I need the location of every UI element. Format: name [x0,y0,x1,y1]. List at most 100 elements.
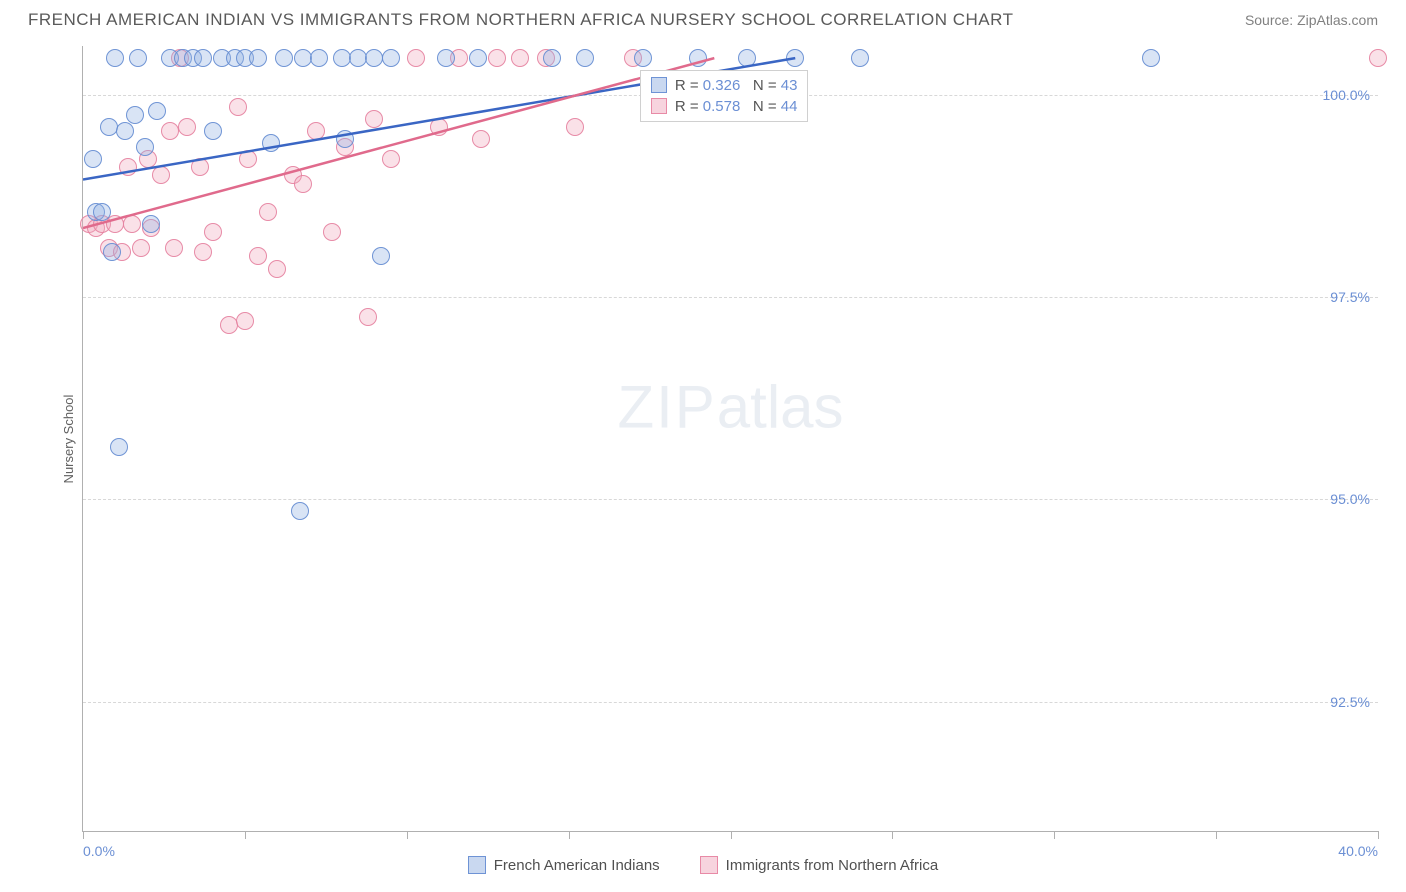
data-point-blue [738,49,756,67]
data-point-pink [191,158,209,176]
data-point-pink [239,150,257,168]
stats-text-blue: R = 0.326 N = 43 [675,75,798,96]
watermark-light: atlas [717,374,844,441]
data-point-blue [204,122,222,140]
data-point-pink [323,223,341,241]
legend-item-blue: French American Indians [468,856,660,874]
data-point-pink [259,203,277,221]
data-point-pink [382,150,400,168]
data-point-blue [103,243,121,261]
data-point-pink [407,49,425,67]
gridline-h [83,499,1378,500]
x-tick [569,831,570,839]
data-point-pink [511,49,529,67]
y-axis-label: Nursery School [61,395,76,484]
data-point-blue [469,49,487,67]
data-point-blue [100,118,118,136]
stats-swatch-pink [651,98,667,114]
x-tick [83,831,84,839]
chart-source: Source: ZipAtlas.com [1245,12,1378,28]
data-point-pink [1369,49,1387,67]
legend-item-pink: Immigrants from Northern Africa [700,856,939,874]
data-point-blue [291,502,309,520]
trend-line-pink [83,58,714,228]
data-point-blue [851,49,869,67]
data-point-pink [249,247,267,265]
data-point-blue [576,49,594,67]
data-point-blue [382,49,400,67]
bottom-legend: French American Indians Immigrants from … [0,856,1406,874]
chart-container: FRENCH AMERICAN INDIAN VS IMMIGRANTS FRO… [0,0,1406,892]
data-point-pink [365,110,383,128]
data-point-blue [110,438,128,456]
data-point-pink [119,158,137,176]
chart-area: Nursery School ZIPatlas 92.5% 95.0% 97.5% 1… [28,46,1378,832]
data-point-pink [566,118,584,136]
data-point-pink [430,118,448,136]
data-point-blue [336,130,354,148]
watermark-bold: ZIP [617,374,716,441]
watermark: ZIPatlas [617,373,843,442]
source-prefix: Source: [1245,12,1297,28]
data-point-pink [132,239,150,257]
x-tick [1054,831,1055,839]
data-point-blue [249,49,267,67]
legend-label-blue: French American Indians [494,857,660,874]
data-point-blue [689,49,707,67]
data-point-blue [126,106,144,124]
data-point-pink [152,166,170,184]
data-point-blue [786,49,804,67]
stats-row-blue: R = 0.326 N = 43 [651,75,798,96]
chart-title: FRENCH AMERICAN INDIAN VS IMMIGRANTS FRO… [28,10,1013,30]
plot-area: ZIPatlas 92.5%95.0%97.5%100.0%0.0%40.0%R… [82,46,1378,832]
data-point-pink [123,215,141,233]
data-point-pink [359,308,377,326]
data-point-pink [229,98,247,116]
data-point-blue [372,247,390,265]
data-point-pink [488,49,506,67]
data-point-pink [194,243,212,261]
data-point-blue [136,138,154,156]
y-tick-label: 100.0% [1323,87,1370,103]
legend-label-pink: Immigrants from Northern Africa [726,857,939,874]
stats-row-pink: R = 0.578 N = 44 [651,96,798,117]
stats-text-pink: R = 0.578 N = 44 [675,96,798,117]
data-point-blue [148,102,166,120]
data-point-pink [178,118,196,136]
y-tick-label: 95.0% [1330,491,1370,507]
data-point-pink [236,312,254,330]
stats-swatch-blue [651,77,667,93]
gridline-h [83,702,1378,703]
data-point-blue [275,49,293,67]
stats-box: R = 0.326 N = 43R = 0.578 N = 44 [640,70,809,122]
data-point-blue [634,49,652,67]
data-point-pink [204,223,222,241]
data-point-blue [116,122,134,140]
source-link[interactable]: ZipAtlas.com [1297,12,1378,28]
y-tick-label: 92.5% [1330,694,1370,710]
data-point-blue [84,150,102,168]
data-point-blue [129,49,147,67]
x-tick [407,831,408,839]
gridline-h [83,297,1378,298]
x-tick [731,831,732,839]
y-tick-label: 97.5% [1330,289,1370,305]
data-point-blue [142,215,160,233]
data-point-pink [472,130,490,148]
chart-header: FRENCH AMERICAN INDIAN VS IMMIGRANTS FRO… [0,0,1406,36]
data-point-blue [194,49,212,67]
x-tick [1378,831,1379,839]
legend-swatch-pink [700,856,718,874]
trend-lines [83,46,1378,831]
data-point-blue [437,49,455,67]
data-point-pink [294,175,312,193]
data-point-blue [93,203,111,221]
x-tick [892,831,893,839]
x-tick [1216,831,1217,839]
data-point-blue [543,49,561,67]
x-tick [245,831,246,839]
data-point-pink [268,260,286,278]
data-point-pink [307,122,325,140]
data-point-blue [106,49,124,67]
data-point-blue [1142,49,1160,67]
